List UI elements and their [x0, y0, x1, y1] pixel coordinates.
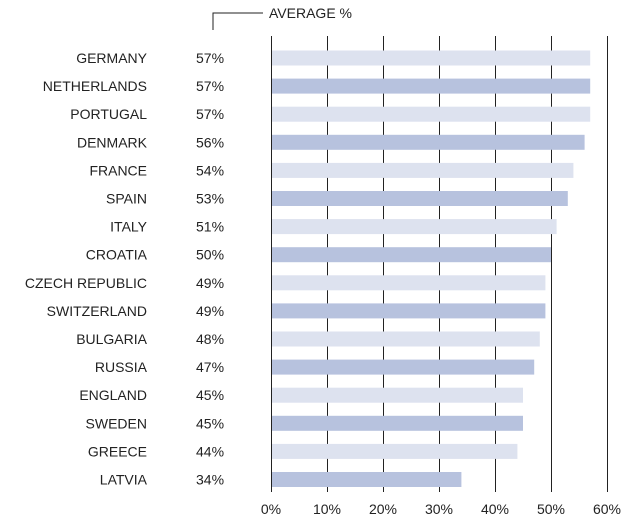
category-labels: GERMANY NETHERLANDS PORTUGAL DENMARK FRANCE S…: [25, 50, 148, 488]
value-label: 48%: [196, 331, 224, 347]
bar: [272, 472, 462, 487]
x-tick-label: 50%: [537, 501, 565, 517]
value-label: 57%: [196, 106, 224, 122]
value-label: 57%: [196, 50, 224, 66]
bar: [272, 415, 523, 431]
bar: [272, 78, 591, 94]
value-labels: 57% 57% 57% 56% 54% 53% 51% 50% 49% 49% 48% 47% 45% 4…: [196, 50, 224, 488]
x-tick-label: 30%: [425, 501, 453, 517]
bar: [272, 443, 518, 459]
bar: [272, 191, 568, 206]
bar: [272, 387, 523, 403]
bar: [272, 247, 551, 263]
category-label: DENMARK: [77, 134, 148, 150]
bar: [272, 331, 540, 347]
bar: [272, 106, 591, 122]
legend-bracket-line: [212, 12, 263, 30]
average-legend: AVERAGE %: [212, 5, 352, 30]
category-label: SWEDEN: [86, 415, 147, 431]
value-label: 56%: [196, 134, 224, 150]
x-tick-label: 40%: [481, 501, 509, 517]
value-label: 45%: [196, 387, 224, 403]
legend-label: AVERAGE %: [269, 5, 352, 21]
value-label: 49%: [196, 275, 224, 291]
category-label: FRANCE: [89, 162, 147, 178]
bar: [272, 50, 591, 66]
value-label: 49%: [196, 303, 224, 319]
category-label: SWITZERLAND: [47, 303, 147, 319]
value-label: 54%: [196, 162, 224, 178]
category-label: SPAIN: [106, 191, 147, 207]
bar: [272, 303, 546, 319]
category-label: LATVIA: [100, 472, 148, 488]
category-label: BULGARIA: [76, 331, 147, 347]
value-label: 34%: [196, 472, 224, 488]
category-label: ENGLAND: [79, 387, 147, 403]
bar: [272, 134, 585, 150]
value-label: 50%: [196, 247, 224, 263]
x-tick-label: 10%: [313, 501, 341, 517]
value-label: 47%: [196, 359, 224, 375]
value-label: 44%: [196, 443, 224, 459]
bar: [272, 275, 546, 291]
category-label: CROATIA: [86, 247, 148, 263]
category-label: NETHERLANDS: [43, 78, 147, 94]
category-label: ITALY: [110, 219, 147, 235]
value-label: 53%: [196, 191, 224, 207]
x-tick-label: 20%: [369, 501, 397, 517]
category-label: RUSSIA: [95, 359, 148, 375]
x-tick-label: 60%: [593, 501, 621, 517]
category-label: CZECH REPUBLIC: [25, 275, 147, 291]
bar: [272, 219, 557, 235]
value-label: 45%: [196, 415, 224, 431]
value-label: 57%: [196, 78, 224, 94]
bars: [272, 50, 591, 487]
category-label: GERMANY: [76, 50, 147, 66]
x-axis-tick-labels: 0% 10% 20% 30% 40% 50% 60%: [261, 501, 621, 517]
bar: [272, 359, 535, 375]
x-tick-label: 0%: [261, 501, 281, 517]
category-label: PORTUGAL: [70, 106, 147, 122]
value-label: 51%: [196, 219, 224, 235]
category-label: GREECE: [88, 443, 147, 459]
bar: [272, 162, 574, 178]
